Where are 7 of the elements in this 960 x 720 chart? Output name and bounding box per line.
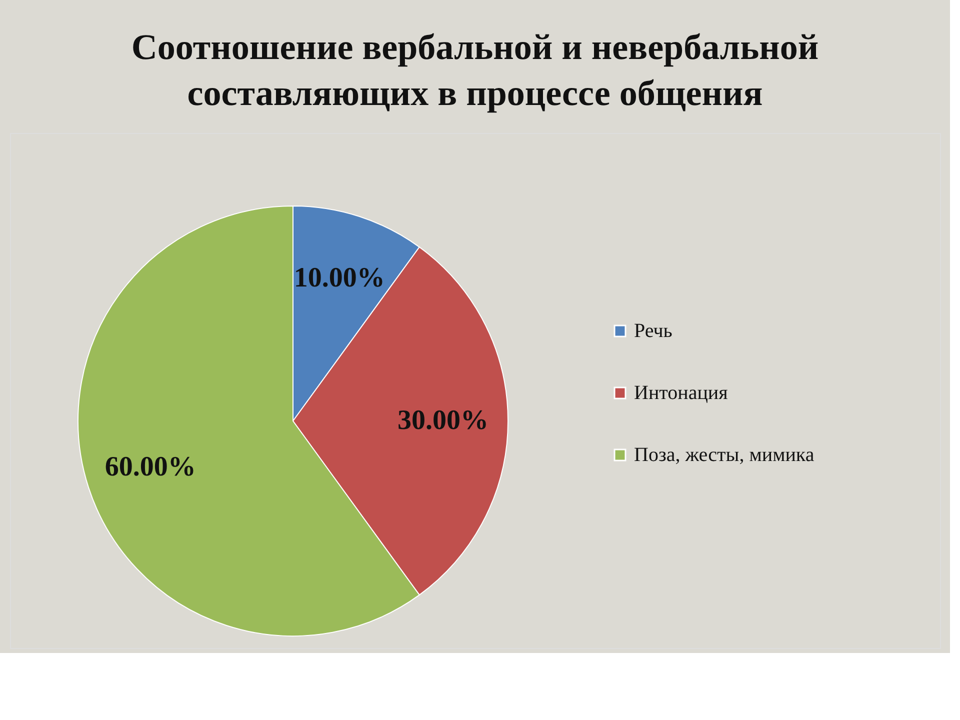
legend-label: Речь — [634, 320, 672, 342]
legend-label: Поза, жесты, мимика — [634, 444, 814, 466]
data-label: 10.00% — [294, 262, 385, 294]
chart-title: Соотношение вербальной и невербальной составляющих в процессе общения — [131, 27, 819, 113]
data-label: 30.00% — [398, 405, 488, 436]
legend-label: Интонация — [634, 382, 728, 404]
data-label: 60.00% — [104, 451, 196, 482]
